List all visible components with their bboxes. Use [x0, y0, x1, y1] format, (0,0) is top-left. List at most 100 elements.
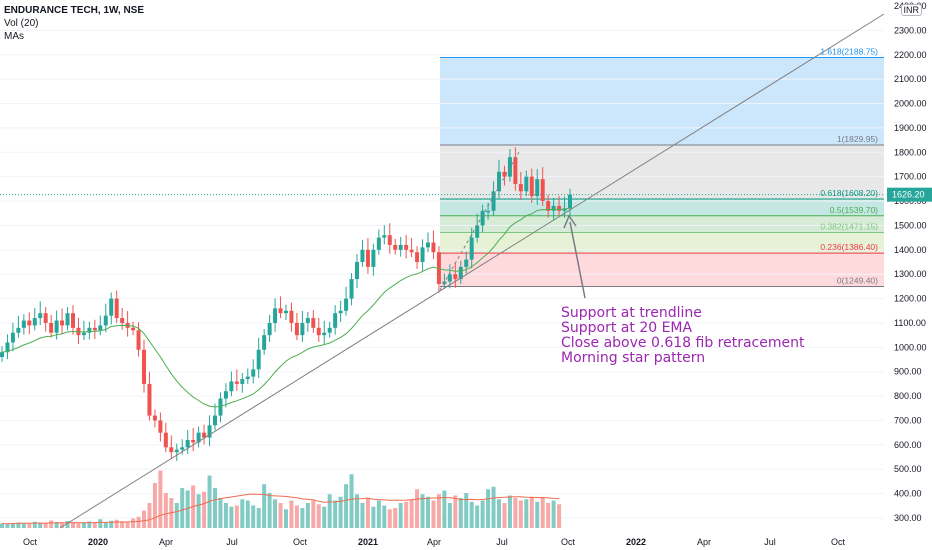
volume-bar [546, 503, 551, 528]
volume-bar [376, 500, 381, 528]
fib-zone [440, 253, 884, 287]
candle-body [415, 252, 420, 263]
candle-body [557, 205, 562, 211]
volume-bar [251, 505, 256, 528]
fib-level-label: 0.382(1471.15) [820, 221, 878, 231]
volume-bar [185, 490, 190, 528]
candle-body [43, 313, 48, 323]
volume-bar [240, 499, 245, 528]
candle-body [207, 425, 212, 438]
candle-body [147, 383, 152, 416]
time-axis: Oct 2020 Apr Jul Oct 2021 Apr Jul Oct 2022 Apr Jul O… [23, 537, 846, 547]
candle-body [300, 322, 305, 336]
time-tick-label: Oct [561, 537, 576, 547]
volume-bar [365, 498, 370, 528]
candle-body [278, 308, 283, 314]
volume-bar [54, 522, 59, 528]
candle-body [92, 327, 97, 331]
candle-body [322, 332, 327, 336]
fib-zone [440, 144, 884, 200]
candle-body [502, 171, 507, 177]
fib-zone [440, 57, 884, 145]
volume-bar [502, 503, 507, 528]
volume-bar [453, 495, 458, 528]
volume-bar [256, 508, 261, 528]
candle-body [65, 313, 70, 326]
time-tick-label: Jul [226, 537, 238, 547]
price-tick-label: 1200.00 [894, 294, 927, 304]
volume-bar [305, 503, 310, 528]
candle-body [289, 310, 294, 323]
volume-bar [355, 494, 359, 528]
price-tick-label: 2000.00 [894, 99, 927, 109]
volume-bar [464, 493, 469, 528]
candle-body [49, 322, 54, 333]
volume-bar [436, 494, 441, 528]
currency-badge[interactable]: INR [900, 4, 922, 16]
volume-bar [27, 523, 32, 528]
symbol-title[interactable]: ENDURANCE TECH, 1W, NSE [4, 5, 145, 16]
volume-bar [540, 498, 545, 528]
last-price-badge-bg [887, 187, 932, 202]
volume-bar [147, 503, 152, 528]
fib-zone [440, 215, 884, 233]
candle-body [267, 322, 272, 336]
price-tick-label: 1100.00 [894, 318, 926, 328]
candle-body [311, 318, 316, 328]
candle-body [464, 259, 469, 267]
volume-bar [273, 499, 278, 528]
volume-bar [136, 516, 141, 528]
volume-bar [32, 521, 37, 528]
fib-zone [440, 199, 884, 216]
volume-indicator-label[interactable]: Vol (20) [4, 18, 39, 29]
volume-bar [524, 499, 529, 528]
candle-body [305, 318, 310, 323]
trendlines [59, 13, 885, 529]
time-tick-label: Oct [23, 537, 38, 547]
candle-body [568, 194, 572, 209]
candle-body [507, 157, 512, 177]
candle-body [114, 298, 119, 319]
candle-body [371, 249, 376, 267]
time-tick-label: Apr [427, 537, 441, 547]
candle-body [333, 313, 338, 328]
candle-body [513, 157, 518, 184]
volume-bar [551, 500, 556, 528]
candle-body [213, 415, 217, 426]
volume-bar [491, 486, 496, 528]
volume-bar [196, 494, 201, 528]
price-tick-label: 300.00 [894, 513, 922, 523]
volume-bar [71, 522, 75, 528]
candle-body [218, 398, 223, 416]
volume-bar [480, 500, 485, 528]
volume-bar [98, 519, 103, 528]
candle-body [81, 332, 86, 336]
volume-bar [21, 523, 26, 528]
volume-bar [371, 506, 376, 528]
candle-body [229, 381, 234, 392]
volume-bar [387, 509, 392, 528]
volume-bar [49, 520, 54, 528]
mas-indicator-label[interactable]: MAs [4, 31, 24, 42]
time-tick-label: 2021 [358, 537, 378, 547]
volume-bar [114, 519, 119, 528]
candle-body [240, 379, 245, 384]
last-price-badge: 1626.20 [892, 190, 925, 200]
candle-body [497, 171, 501, 192]
candle-body [245, 376, 250, 380]
candle-body [398, 244, 403, 250]
volume-bar [152, 483, 157, 528]
volume-bar [535, 501, 540, 528]
candle-body [426, 242, 430, 248]
volume-bar [507, 495, 512, 528]
price-tick-label: 2200.00 [894, 50, 927, 60]
candle-body [169, 447, 174, 453]
volume-bar [311, 500, 316, 528]
price-tick-label: 600.00 [894, 440, 922, 450]
volume-bar [267, 493, 272, 528]
volume-bar [163, 493, 168, 528]
volume-bar [316, 504, 321, 528]
candle-body [453, 274, 458, 280]
